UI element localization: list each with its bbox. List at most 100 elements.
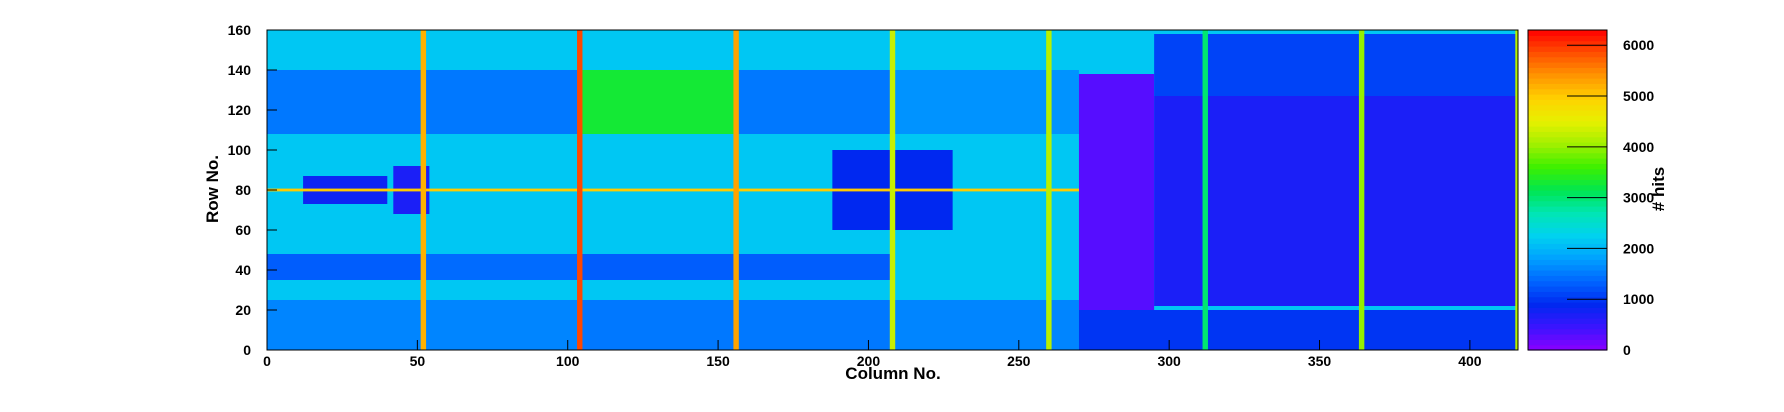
color-scale-tick-label: 2000 [1623,240,1654,256]
color-scale-band [1528,88,1607,95]
heatmap-region [423,70,580,134]
heatmap-hot-column [1358,30,1365,350]
color-scale-band [1528,174,1607,180]
color-scale-band [1528,51,1607,58]
color-scale-tick-label: 1000 [1623,291,1654,307]
color-scale-band [1528,312,1607,319]
color-scale-band [1528,131,1607,138]
heatmap-region [267,254,424,280]
color-scale-band [1528,286,1607,292]
color-scale-band [1528,318,1607,324]
color-scale-band [1528,302,1607,308]
y-tick-label: 60 [235,222,251,238]
x-tick-label: 350 [1308,353,1332,369]
color-scale-band [1528,115,1607,122]
color-scale-band [1528,206,1607,212]
color-scale-tick-label: 0 [1623,342,1631,358]
color-scale-band [1528,83,1607,90]
color-scale-band [1528,291,1607,298]
y-tick-label: 160 [228,22,252,38]
y-tick-label: 120 [228,102,252,118]
heatmap-hot-column [420,30,427,350]
color-scale-band [1528,243,1607,250]
heatmap-region [579,300,737,350]
heatmap-region [1154,96,1518,306]
color-scale-band [1528,232,1607,239]
color-scale-band [1528,211,1607,218]
color-scale-band [1528,248,1607,255]
color-scale-band [1528,195,1607,202]
heatmap-region [1078,74,1155,310]
heatmap-region [267,300,424,350]
heatmap-hot-column [1515,30,1519,350]
color-scale-band [1528,56,1607,63]
x-tick-label: 300 [1157,353,1181,369]
x-tick-label: 400 [1458,353,1482,369]
color-scale-band [1528,94,1607,100]
heatmap-region [736,70,893,134]
color-scale-band [1528,78,1607,84]
color-scale-band [1528,158,1607,164]
color-scale-band [1528,163,1607,170]
heatmap-hot-column [889,30,896,350]
y-axis-title: Row No. [203,155,222,223]
heatmap-region [736,300,893,350]
y-tick-label: 140 [228,62,252,78]
axes: 0 50 100 150 200 250 300 350 4000204060801001201… [228,22,1655,369]
color-scale-band [1528,222,1607,228]
color-scale-band [1528,62,1607,68]
color-scale-band [1528,46,1607,52]
color-scale-band [1528,126,1607,132]
y-tick-label: 0 [243,342,251,358]
x-tick-label: 200 [857,353,881,369]
color-scale-band [1528,323,1607,330]
heatmap-region [267,70,424,134]
color-scale-band [1528,110,1607,116]
x-tick-label: 50 [410,353,426,369]
y-tick-label: 20 [235,302,251,318]
color-scale-band [1528,120,1607,127]
color-scale-band [1528,328,1607,335]
color-scale-band [1528,152,1607,159]
x-tick-label: 100 [556,353,580,369]
color-scale-tick-label: 6000 [1623,37,1654,53]
color-scale-band [1528,40,1607,47]
color-scale-tick-label: 3000 [1623,190,1654,206]
color-scale-band [1528,270,1607,276]
x-axis-title: Column No. [845,364,940,383]
color-scale-band [1528,259,1607,266]
color-scale-band [1528,200,1607,207]
color-scale-band [1528,344,1607,351]
color-scale-band [1528,136,1607,143]
heatmap-region [1154,34,1518,96]
heatmap-hot-column [1202,30,1208,350]
color-scale-band [1528,142,1607,148]
color-scale-band [1528,334,1607,340]
color-scale-band [1528,307,1607,314]
color-scale-band [1528,67,1607,74]
x-tick-label: 0 [263,353,271,369]
color-scale-band [1528,184,1607,191]
color-scale-band [1528,275,1607,282]
y-tick-label: 80 [235,182,251,198]
color-scale-band [1528,104,1607,111]
y-tick-label: 100 [228,142,252,158]
heatmap-region [1078,310,1518,350]
color-scale-band [1528,216,1607,223]
color-scale-band [1528,339,1607,346]
color-scale-band [1528,254,1607,260]
y-tick-label: 40 [235,262,251,278]
color-scale-band [1528,99,1607,106]
color-scale-band [1528,147,1607,154]
color-scale-tick-label: 5000 [1623,88,1654,104]
color-scale-band [1528,264,1607,271]
heatmap-region [736,254,893,280]
color-scale-band [1528,238,1607,244]
color-scale-band [1528,30,1607,36]
heatmap-hot-column [733,30,739,350]
heatmap-hot-column [577,30,583,350]
color-scale-band [1528,280,1607,287]
x-tick-label: 150 [706,353,730,369]
color-scale-bar [1527,29,1608,351]
